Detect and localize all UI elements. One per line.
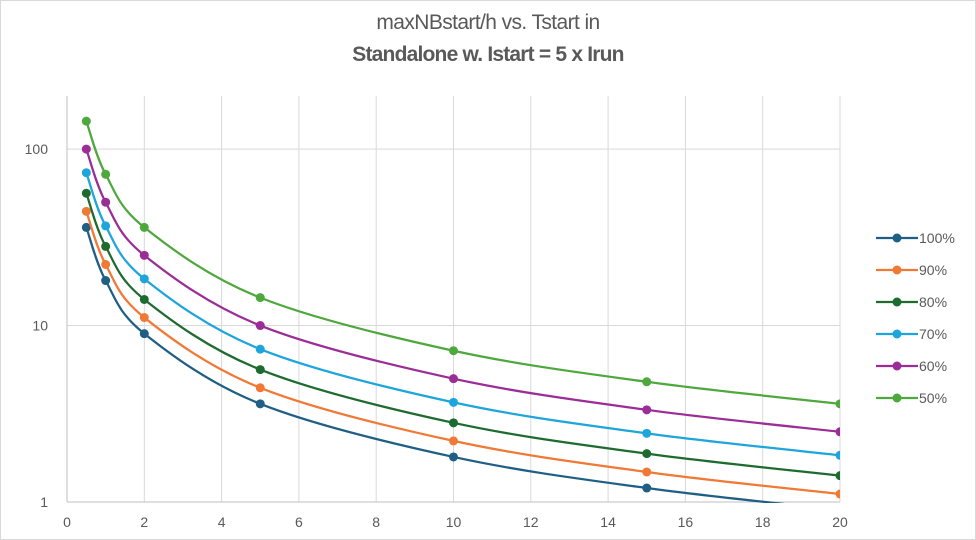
data-point [101, 259, 111, 269]
data-point [101, 197, 111, 207]
data-point [255, 365, 265, 375]
data-point [835, 489, 840, 499]
legend-label: 90% [919, 262, 947, 278]
data-point [835, 399, 840, 409]
series-line-70pct [85, 172, 840, 457]
x-tick-label: 6 [295, 514, 303, 530]
x-tick-label: 16 [678, 514, 694, 530]
y-tick-label: 100 [25, 141, 49, 157]
series-line-80pct [85, 192, 840, 477]
chart-title: maxNBstart/h vs. Tstart in [376, 11, 600, 34]
x-tick-label: 12 [523, 514, 539, 530]
legend-marker [892, 329, 902, 339]
data-point [642, 467, 652, 477]
data-point [139, 274, 149, 284]
legend-label: 60% [919, 358, 947, 374]
chart-subtitle: Standalone w. Istart = 5 x Irun [352, 43, 624, 66]
data-point [449, 397, 458, 407]
data-point [835, 471, 840, 481]
data-point [81, 206, 91, 216]
data-point [449, 452, 458, 462]
x-tick-label: 14 [600, 514, 616, 530]
axes: 0 2 4 6 8 10 12 14 16 18 20 1 10 100 [25, 96, 848, 530]
data-point [642, 483, 652, 493]
y-tick-label: 10 [32, 318, 48, 334]
x-tick-label: 2 [140, 514, 148, 530]
y-tick-label: 1 [40, 494, 48, 510]
data-point [835, 427, 840, 437]
data-point [101, 221, 111, 231]
data-point [101, 276, 111, 286]
data-point [101, 169, 111, 179]
data-point [642, 449, 652, 459]
legend-label: 80% [919, 294, 947, 310]
legend-label: 50% [919, 390, 947, 406]
series-line-90pct [85, 210, 840, 496]
data-point [139, 294, 149, 304]
x-tick-label: 18 [755, 514, 771, 530]
data-point [81, 116, 91, 126]
legend-label: 100% [919, 230, 955, 246]
x-tick-label: 10 [446, 514, 462, 530]
x-tick-label: 0 [63, 514, 71, 530]
x-tick-label: 20 [832, 514, 848, 530]
data-point [449, 346, 458, 356]
data-point [642, 428, 652, 438]
data-point [255, 399, 265, 409]
data-point [449, 418, 458, 428]
data-point [139, 250, 149, 260]
data-point [642, 377, 652, 387]
data-point [449, 374, 458, 384]
legend: 100% 90% 80% 70% 60% 50% [876, 230, 955, 406]
series-line-60pct [85, 148, 840, 433]
data-point [81, 168, 91, 178]
data-point [139, 222, 149, 232]
data-point [449, 436, 458, 446]
data-point [81, 222, 91, 232]
data-point [255, 293, 265, 303]
data-point [835, 450, 840, 460]
legend-marker [892, 361, 902, 371]
data-point [255, 383, 265, 393]
data-point [255, 344, 265, 354]
series-line-50pct [85, 120, 840, 405]
data-point [81, 144, 91, 154]
x-tick-label: 4 [218, 514, 226, 530]
series-group [81, 116, 840, 503]
data-point [642, 405, 652, 415]
legend-marker [892, 297, 902, 307]
legend-label: 70% [919, 326, 947, 342]
legend-marker [892, 265, 902, 275]
x-tick-label: 8 [372, 514, 380, 530]
data-point [139, 329, 149, 339]
data-point [101, 241, 111, 251]
data-point [139, 313, 149, 323]
data-point [255, 321, 265, 331]
legend-marker [892, 393, 902, 403]
legend-marker [892, 233, 902, 243]
series-line-100pct [85, 227, 785, 503]
data-point [81, 188, 91, 198]
